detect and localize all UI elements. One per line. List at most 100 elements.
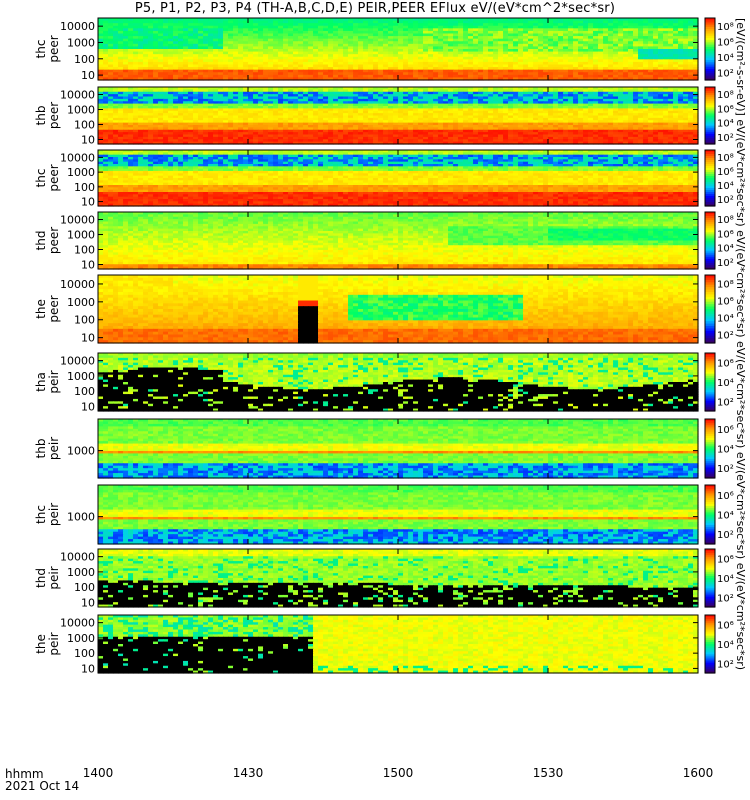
panel-6: 1000 thbpeir xyxy=(34,418,699,479)
y-tick-label: 1000 xyxy=(67,566,95,579)
colorbar-tick-label: 10⁴ xyxy=(717,119,734,130)
x-tick-label: 1430 xyxy=(233,766,264,780)
y-tick-label: 10000 xyxy=(60,214,95,227)
y-tick-label: 1000 xyxy=(67,296,95,309)
y-tick-label: 100 xyxy=(74,314,95,327)
colorbar-tick-label: 10⁶ xyxy=(717,425,734,436)
time-axis-label: hhmm xyxy=(5,768,44,780)
colorbar-tick-label: 10² xyxy=(717,133,734,144)
y-tick-label: 10 xyxy=(81,69,95,82)
colorbar-tick-label: 10² xyxy=(717,258,734,269)
y-tick-label: 1000 xyxy=(67,511,95,524)
colorbar-tick-label: 10⁶ xyxy=(717,104,734,115)
panel-1: 10000 1000 100 10 thbpeer xyxy=(34,86,699,147)
colorbar-tick-label: 10⁶ xyxy=(717,297,734,308)
y-tick-label: 100 xyxy=(74,181,95,194)
colorbar-tick-label: 10⁴ xyxy=(717,53,734,64)
colorbar-tick-label: 10⁶ xyxy=(717,555,734,566)
y-tick-label: 1000 xyxy=(67,445,95,458)
colorbar-8: 10⁶ 10⁴ 10² xyxy=(704,548,734,608)
colorbar-tick-label: 10⁶ xyxy=(717,37,734,48)
colorbar-tick-label: 10⁴ xyxy=(717,378,734,389)
panel-label: thcpeer xyxy=(34,35,61,62)
panel-7: 1000 thcpeir xyxy=(34,484,699,545)
colorbar-tick-label: 10⁸ xyxy=(717,22,734,33)
chart-title: P5, P1, P2, P3, P4 (TH-A,B,C,D,E) PEIR,P… xyxy=(0,0,750,18)
colorbar-tick-label: 10² xyxy=(717,593,734,604)
colorbar-tick-label: 10⁴ xyxy=(717,574,734,585)
colorbar-tick-label: 10² xyxy=(717,397,734,408)
colorbar-tick-label: 10² xyxy=(717,530,734,541)
colorbar-tick-label: 10⁸ xyxy=(717,215,734,226)
colorbar-tick-label: 10⁶ xyxy=(717,491,734,502)
y-tick-label: 1000 xyxy=(67,632,95,645)
colorbar-tick-label: 10⁸ xyxy=(717,153,734,164)
panel-label: thepeer xyxy=(34,295,61,322)
colorbar-tick-label: 10⁸ xyxy=(717,280,734,291)
y-tick-label: 1000 xyxy=(67,36,95,49)
y-tick-label: 1000 xyxy=(67,104,95,117)
colorbar-tick-label: 10⁴ xyxy=(717,445,734,456)
colorbar-3: 10⁸ 10⁶ 10⁴ 10² xyxy=(704,211,734,270)
y-tick-label: 1000 xyxy=(67,229,95,242)
colorbar-tick-label: 10² xyxy=(717,195,734,206)
panel-9: 10000 1000 100 10 thepeir xyxy=(34,614,699,675)
panel-label: thcpeer xyxy=(34,164,61,191)
y-tick-label: 10000 xyxy=(60,20,95,33)
panel-5: 10000 1000 100 10 thapeir xyxy=(34,352,699,413)
colorbar-units-label: [eV/(cm²-s-sr-eV)] eV/(eV*cm²*sec*sr) eV… xyxy=(732,18,748,790)
colorbar-tick-label: 10⁴ xyxy=(717,244,734,255)
colorbar-tick-label: 10⁴ xyxy=(717,181,734,192)
panel-label: thbpeer xyxy=(34,102,61,129)
y-tick-label: 100 xyxy=(74,581,95,594)
panel-label: thepeir xyxy=(34,632,61,655)
panel-label: thdpeir xyxy=(34,566,61,589)
y-tick-label: 10000 xyxy=(60,151,95,164)
y-tick-label: 10000 xyxy=(60,551,95,564)
y-tick-label: 10 xyxy=(81,662,95,675)
colorbar-tick-label: 10⁸ xyxy=(717,90,734,101)
y-tick-label: 100 xyxy=(74,244,95,257)
colorbar-tick-label: 10² xyxy=(717,331,734,342)
colorbar-5: 10⁶ 10⁴ 10² xyxy=(704,352,734,412)
colorbar-0: 10⁸ 10⁶ 10⁴ 10² xyxy=(704,17,734,81)
panel-3: 10000 1000 100 10 thdpeer xyxy=(34,211,699,272)
x-tick-label: 1500 xyxy=(383,766,414,780)
y-tick-label: 100 xyxy=(74,647,95,660)
y-tick-label: 10000 xyxy=(60,89,95,102)
y-tick-label: 100 xyxy=(74,385,95,398)
y-tick-label: 100 xyxy=(74,53,95,66)
colorbar-tick-label: 10⁶ xyxy=(717,621,734,632)
panel-4: 10000 1000 100 10 thepeer xyxy=(34,274,699,345)
y-tick-label: 10 xyxy=(81,259,95,272)
y-tick-label: 1000 xyxy=(67,370,95,383)
colorbar-1: 10⁸ 10⁶ 10⁴ 10² xyxy=(704,86,734,145)
colorbar-tick-label: 10² xyxy=(717,68,734,79)
colorbar-6: 10⁶ 10⁴ 10² xyxy=(704,418,734,479)
colorbar-4: 10⁸ 10⁶ 10⁴ 10² xyxy=(704,274,734,344)
x-tick-label: 1600 xyxy=(683,766,714,780)
colorbar-2: 10⁸ 10⁶ 10⁴ 10² xyxy=(704,149,734,207)
colorbar-tick-label: 10⁶ xyxy=(717,359,734,370)
colorbar-9: 10⁶ 10⁴ 10² xyxy=(704,614,734,674)
y-tick-label: 10 xyxy=(81,596,95,609)
colorbar-tick-label: 10⁶ xyxy=(717,229,734,240)
x-tick-label: 1530 xyxy=(533,766,564,780)
panel-2: 10000 1000 100 10 thcpeer xyxy=(34,149,699,209)
colorbar-tick-label: 10⁴ xyxy=(717,640,734,651)
y-tick-label: 10 xyxy=(81,134,95,147)
colorbar-tick-label: 10⁴ xyxy=(717,511,734,522)
y-tick-label: 10 xyxy=(81,196,95,209)
y-tick-label: 10000 xyxy=(60,278,95,291)
y-tick-label: 1000 xyxy=(67,166,95,179)
y-tick-label: 10000 xyxy=(60,617,95,630)
y-tick-label: 100 xyxy=(74,119,95,132)
panel-8: 10000 1000 100 10 thdpeir xyxy=(34,548,699,609)
colorbar-tick-label: 10⁴ xyxy=(717,314,734,325)
panel-label: thcpeir xyxy=(34,503,61,526)
date-label: 2021 Oct 14 xyxy=(5,780,79,792)
colorbar-tick-label: 10² xyxy=(717,659,734,670)
colorbar-tick-label: 10² xyxy=(717,464,734,475)
y-tick-label: 10 xyxy=(81,332,95,345)
